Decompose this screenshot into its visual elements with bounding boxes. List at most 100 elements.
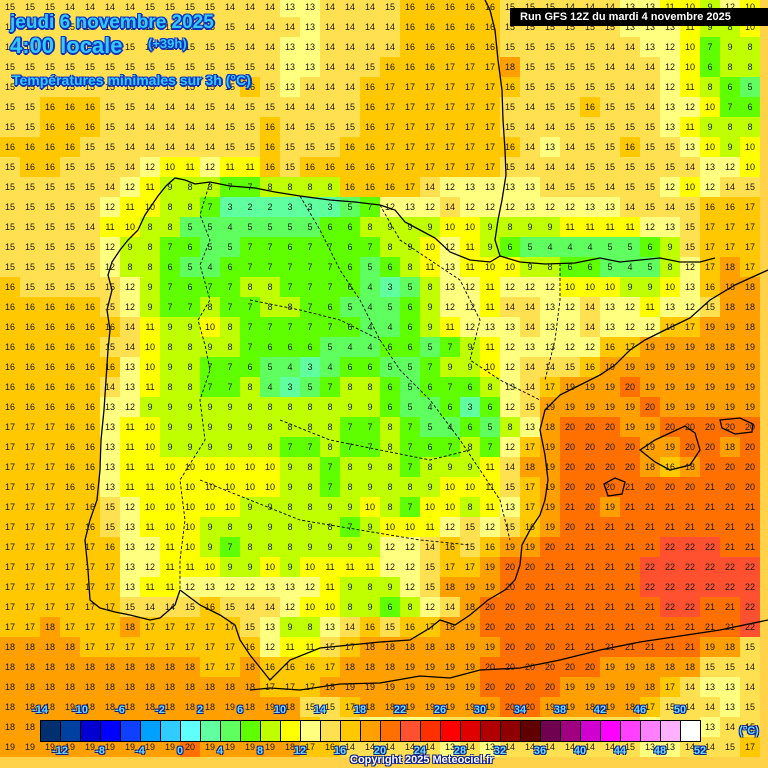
grid-cell bbox=[80, 97, 100, 117]
temperature-value: 14 bbox=[244, 2, 255, 12]
grid-cell bbox=[380, 57, 400, 77]
temperature-value: 6 bbox=[167, 262, 173, 272]
temperature-value: 17 bbox=[464, 162, 475, 172]
temperature-value: 21 bbox=[604, 602, 615, 612]
temperature-value: 15 bbox=[104, 502, 115, 512]
grid-cell bbox=[240, 97, 260, 117]
grid-cell bbox=[680, 97, 700, 117]
temperature-value: 16 bbox=[104, 362, 115, 372]
temperature-value: 17 bbox=[704, 222, 715, 232]
temperature-value: 15 bbox=[664, 162, 675, 172]
temperature-value: 8 bbox=[167, 342, 173, 352]
temperature-value: 21 bbox=[544, 602, 555, 612]
temperature-value: 12 bbox=[624, 302, 635, 312]
temperature-value: 17 bbox=[384, 162, 395, 172]
temperature-value: 15 bbox=[104, 102, 115, 112]
temperature-value: 18 bbox=[64, 662, 75, 672]
grid-cell bbox=[260, 77, 280, 97]
temperature-value: 15 bbox=[224, 142, 235, 152]
grid-cell bbox=[400, 97, 420, 117]
temperature-value: 9 bbox=[287, 482, 293, 492]
temperature-value: 20 bbox=[504, 682, 515, 692]
temperature-value: 9 bbox=[727, 142, 733, 152]
temperature-value: 7 bbox=[267, 322, 273, 332]
temperature-value: 17 bbox=[324, 662, 335, 672]
temperature-value: 10 bbox=[424, 242, 435, 252]
temperature-value: 11 bbox=[685, 82, 695, 92]
temperature-value: 4 bbox=[387, 322, 393, 332]
grid-cell bbox=[700, 57, 720, 77]
temperature-value: 21 bbox=[724, 602, 735, 612]
legend-swatch bbox=[161, 721, 181, 741]
grid-cell bbox=[20, 17, 40, 37]
temperature-value: 16 bbox=[24, 402, 35, 412]
temperature-value: 17 bbox=[424, 622, 435, 632]
temperature-value: 16 bbox=[24, 162, 35, 172]
temperature-value: 20 bbox=[524, 662, 535, 672]
temperature-value: 7 bbox=[307, 242, 313, 252]
temperature-value: 17 bbox=[224, 642, 235, 652]
temperature-value: 13 bbox=[104, 402, 115, 412]
grid-cell bbox=[200, 137, 220, 157]
grid-cell bbox=[140, 77, 160, 97]
grid-cell bbox=[20, 157, 40, 177]
temperature-value: 16 bbox=[424, 2, 435, 12]
temperature-value: 15 bbox=[24, 282, 35, 292]
temperature-value: 9 bbox=[407, 242, 413, 252]
temperature-value: 16 bbox=[84, 482, 95, 492]
model-run-banner: Run GFS 12Z du mardi 4 novembre 2025 bbox=[510, 8, 768, 26]
temperature-value: 21 bbox=[624, 642, 635, 652]
temperature-value: 14 bbox=[164, 142, 175, 152]
temperature-value: 19 bbox=[364, 682, 375, 692]
temperature-value: 20 bbox=[724, 422, 735, 432]
temperature-value: 16 bbox=[464, 2, 475, 12]
grid-cell bbox=[240, 37, 260, 57]
temperature-value: 14 bbox=[304, 82, 315, 92]
temperature-value: 5 bbox=[407, 402, 413, 412]
temperature-value: 14 bbox=[624, 62, 635, 72]
temperature-value: 5 bbox=[327, 342, 333, 352]
temperature-value: 12 bbox=[384, 542, 395, 552]
temperature-value: 11 bbox=[325, 582, 335, 592]
temperature-value: 14 bbox=[524, 322, 535, 332]
temperature-value: 15 bbox=[324, 642, 335, 652]
grid-cell bbox=[280, 157, 300, 177]
temperature-value: 3 bbox=[287, 382, 293, 392]
temperature-value: 13 bbox=[324, 622, 335, 632]
temperature-value: 14 bbox=[324, 62, 335, 72]
legend-label: 50 bbox=[673, 704, 687, 716]
temperature-value: 17 bbox=[464, 122, 475, 132]
temperature-value: 16 bbox=[664, 462, 675, 472]
temperature-value: 19 bbox=[604, 402, 615, 412]
temperature-value: 15 bbox=[84, 182, 95, 192]
grid-cell bbox=[360, 157, 380, 177]
temperature-value: 7 bbox=[367, 442, 373, 452]
temperature-value: 14 bbox=[444, 202, 455, 212]
grid-cell bbox=[540, 157, 560, 177]
temperature-value: 20 bbox=[504, 622, 515, 632]
temperature-value: 17 bbox=[84, 562, 95, 572]
temperature-value: 8 bbox=[227, 522, 233, 532]
temperature-value: 15 bbox=[24, 182, 35, 192]
grid-cell bbox=[40, 157, 60, 177]
temperature-value: 11 bbox=[605, 222, 615, 232]
temperature-value: 16 bbox=[344, 162, 355, 172]
grid-cell bbox=[660, 157, 680, 177]
temperature-value: 6 bbox=[347, 222, 353, 232]
temperature-value: 15 bbox=[524, 82, 535, 92]
temperature-value: 14 bbox=[244, 602, 255, 612]
temperature-value: 20 bbox=[564, 442, 575, 452]
grid-cell bbox=[60, 117, 80, 137]
temperature-value: 8 bbox=[287, 502, 293, 512]
legend-swatch bbox=[341, 721, 361, 741]
temperature-value: 10 bbox=[184, 522, 195, 532]
temperature-value: 16 bbox=[4, 282, 15, 292]
temperature-value: 5 bbox=[407, 282, 413, 292]
temperature-value: 4 bbox=[367, 342, 373, 352]
temperature-value: 18 bbox=[704, 342, 715, 352]
temperature-value: 10 bbox=[264, 482, 275, 492]
temperature-value: 17 bbox=[444, 562, 455, 572]
grid-cell bbox=[140, 17, 160, 37]
temperature-value: 17 bbox=[144, 622, 155, 632]
legend-swatch bbox=[501, 721, 521, 741]
